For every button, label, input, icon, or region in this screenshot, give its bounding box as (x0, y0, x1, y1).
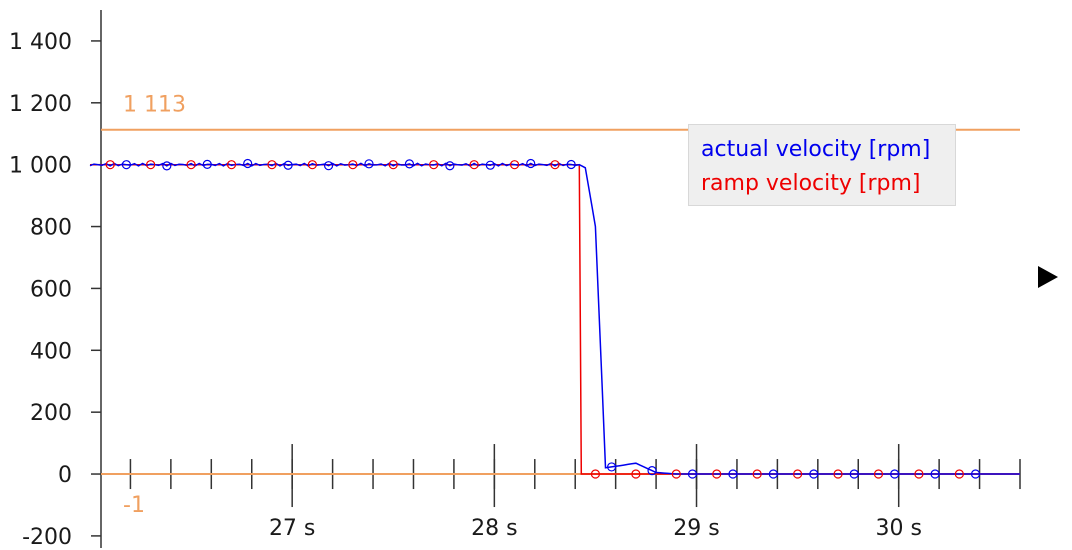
ramp-velocity-marker (833, 469, 843, 479)
legend-entry-actual-velocity: actual velocity [rpm] (701, 137, 931, 162)
ramp-velocity-marker (793, 469, 803, 479)
ramp-velocity-marker (469, 160, 479, 170)
reference-line-label: -1 (123, 493, 145, 518)
actual-velocity-marker (364, 159, 374, 169)
y-tick-label: 1 000 (9, 154, 72, 179)
ramp-velocity-marker (873, 469, 884, 479)
y-tick-label: -200 (22, 525, 72, 550)
x-tick-label: 29 s (673, 516, 719, 541)
actual-velocity-marker (809, 469, 819, 479)
legend-entry-ramp-velocity: ramp velocity [rpm] (701, 171, 921, 196)
y-tick-label: 0 (58, 463, 72, 488)
actual-velocity-marker (283, 160, 293, 170)
ramp-velocity-marker (388, 160, 398, 170)
y-tick-label: 1 400 (9, 30, 72, 55)
actual-velocity-marker (202, 159, 212, 169)
reference-line-label: 1 113 (123, 93, 186, 118)
actual-velocity-marker (485, 160, 495, 170)
series-markers (105, 158, 981, 479)
actual-velocity-marker (930, 469, 940, 479)
ramp-velocity-marker (105, 160, 115, 170)
y-tick-label: 800 (30, 216, 72, 241)
play-arrow-icon[interactable] (1038, 266, 1058, 288)
actual-velocity-marker (687, 469, 698, 479)
ramp-velocity-marker (186, 160, 196, 170)
y-tick-label: 1 200 (9, 92, 72, 117)
ramp-velocity-marker (146, 160, 156, 170)
x-tick-label: 30 s (875, 516, 921, 541)
ramp-velocity-marker (267, 160, 277, 170)
ramp-velocity-marker (712, 469, 722, 479)
actual-velocity-marker (323, 161, 334, 171)
ramp-velocity-marker (226, 160, 237, 170)
x-tick-label: 28 s (471, 516, 517, 541)
actual-velocity-marker (526, 158, 536, 169)
actual-velocity-marker (121, 160, 131, 170)
actual-velocity-marker (243, 158, 253, 169)
actual-velocity-marker (445, 161, 455, 171)
legend: actual velocity [rpm] ramp velocity [rpm… (688, 124, 956, 206)
actual-velocity-marker (607, 462, 617, 472)
ramp-velocity-marker (671, 469, 681, 479)
actual-velocity-marker (890, 469, 900, 479)
ramp-velocity-marker (509, 160, 520, 170)
ramp-velocity-marker (752, 469, 762, 479)
actual-velocity-marker (404, 159, 415, 169)
ramp-velocity-marker (550, 160, 560, 170)
actual-velocity-marker (768, 469, 778, 479)
actual-velocity-marker (162, 161, 172, 171)
actual-velocity-marker (566, 159, 576, 170)
ramp-velocity-marker (631, 469, 641, 479)
actual-velocity-marker (970, 469, 981, 479)
ramp-velocity-marker (348, 160, 358, 170)
ramp-velocity-marker (914, 469, 924, 479)
ramp-velocity-marker (590, 469, 601, 479)
y-tick-label: 600 (30, 277, 72, 302)
ramp-velocity-line (90, 163, 1020, 475)
y-tick-label: 200 (30, 401, 72, 426)
ramp-velocity-marker (954, 469, 964, 479)
actual-velocity-marker (728, 469, 738, 479)
axes: -200 0 200 400 600 800 1 000 1 200 1 400 27 s 28 s… (9, 10, 1021, 550)
ramp-velocity-marker (429, 160, 439, 170)
actual-velocity-line (89, 162, 1020, 475)
actual-velocity-marker (647, 466, 657, 476)
x-tick-label: 27 s (269, 516, 315, 541)
y-tick-label: 400 (30, 339, 72, 364)
series-lines (89, 162, 1020, 475)
actual-velocity-marker (849, 469, 859, 479)
ramp-velocity-marker (307, 160, 317, 170)
